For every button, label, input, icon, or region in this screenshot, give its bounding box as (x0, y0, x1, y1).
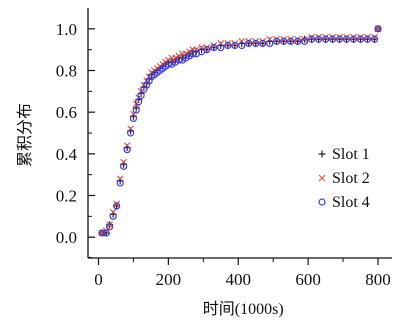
data-point (322, 33, 330, 41)
data-point (374, 25, 382, 33)
data-point (116, 179, 124, 187)
x-tick-label: 200 (156, 270, 182, 289)
data-point (350, 33, 357, 41)
data-point (273, 37, 281, 45)
data-point (356, 35, 365, 43)
legend-label: Slot 2 (332, 170, 370, 187)
y-tick-label: 0.8 (56, 62, 77, 81)
data-point (217, 43, 225, 52)
data-point (224, 41, 232, 50)
data-point (252, 39, 260, 48)
data-point (113, 202, 121, 210)
legend: Slot 1 Slot 2 Slot 4 (318, 146, 370, 211)
data-point (357, 33, 364, 41)
data-point (245, 37, 253, 45)
data-point (328, 35, 337, 43)
data-point (252, 37, 260, 45)
data-point (308, 35, 316, 43)
data-point (127, 129, 135, 137)
data-point (287, 37, 295, 45)
data-point (132, 106, 140, 114)
data-point (164, 60, 172, 68)
data-point (175, 56, 183, 64)
data-point (189, 50, 197, 58)
data-point (280, 35, 288, 43)
data-point (245, 39, 253, 48)
data-point (135, 98, 143, 106)
data-point (210, 42, 218, 49)
data-point (280, 37, 288, 45)
data-point (301, 35, 309, 43)
data-point (113, 200, 121, 208)
data-point (185, 52, 193, 60)
data-point (349, 35, 358, 43)
data-point (342, 35, 351, 43)
data-point (315, 33, 323, 41)
data-point (287, 35, 295, 43)
x-tick-label: 800 (365, 270, 391, 289)
y-axis-title: 累积分布 (16, 103, 34, 167)
data-point (102, 229, 110, 237)
x-tick-label: 600 (295, 270, 321, 289)
y-tick-label: 0.4 (56, 145, 78, 164)
data-point (308, 33, 316, 41)
legend-label: Slot 1 (332, 146, 370, 163)
data-point (259, 39, 267, 48)
data-point (98, 229, 106, 237)
legend-marker (318, 150, 326, 158)
y-tick-label: 0.0 (56, 228, 77, 247)
data-point (266, 39, 274, 48)
y-tick-label: 0.2 (56, 187, 77, 206)
data-point (120, 162, 128, 170)
data-point (364, 33, 371, 41)
data-point (363, 35, 372, 43)
data-point (123, 146, 131, 154)
data-point (335, 35, 344, 43)
data-point (336, 33, 344, 41)
data-point (224, 39, 232, 47)
data-point (231, 39, 239, 47)
data-point (171, 58, 179, 66)
data-point (106, 221, 114, 229)
legend-marker (318, 174, 326, 182)
data-point (301, 37, 309, 45)
legend-label: Slot 4 (332, 194, 370, 211)
x-axis-title: 时间(1000s) (203, 300, 284, 318)
data-point (371, 33, 378, 41)
data-point (294, 37, 302, 45)
data-point (106, 223, 114, 231)
data-point (370, 35, 379, 43)
x-tick-label: 0 (94, 270, 103, 289)
data-point (322, 35, 330, 43)
data-point (231, 41, 239, 50)
axes-group: 0.0 0.2 0.4 0.6 0.8 1.0 0 200 400 600 800 (56, 8, 392, 289)
series-group (98, 25, 382, 237)
legend-marker (318, 198, 326, 206)
data-point (294, 35, 302, 43)
data-point (210, 43, 218, 52)
data-point (329, 33, 337, 41)
data-point (203, 44, 211, 52)
data-point (129, 114, 138, 123)
y-tick-label: 1.0 (56, 20, 77, 39)
data-point (343, 33, 350, 41)
data-point (168, 60, 176, 68)
data-point (259, 37, 267, 45)
x-tick-label: 400 (226, 270, 252, 289)
data-point (315, 35, 323, 43)
data-point (137, 91, 145, 100)
data-point (203, 46, 211, 54)
data-point (238, 41, 246, 50)
data-point (178, 56, 186, 64)
series-slot-4 (98, 25, 382, 237)
y-tick-label: 0.6 (56, 103, 77, 122)
data-point (182, 54, 190, 62)
data-point (109, 212, 117, 220)
data-point (273, 35, 281, 43)
